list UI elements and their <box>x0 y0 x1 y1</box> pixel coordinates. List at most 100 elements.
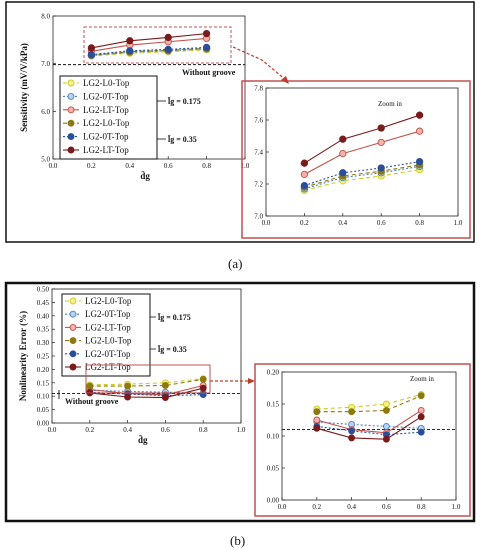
b_zoom-point-2-3 <box>417 406 425 414</box>
b_main-xtick-label: 0.6 <box>161 426 170 434</box>
b_zoom-point-5-1 <box>348 434 356 442</box>
a_zoom-xtick-label: 0.4 <box>338 219 347 227</box>
a_zoom-xtick-label: 0.0 <box>262 219 271 227</box>
a_zoom-xtick-label: 1.0 <box>454 219 463 227</box>
panel-b-zoom-region <box>85 364 211 394</box>
b_main-ytick-label: 0.05 <box>37 406 50 414</box>
a_main-ylabel: Sensitivity (mV/V/kPa) <box>19 43 29 132</box>
b_main-series-line-1 <box>89 389 204 394</box>
panel-b-group-label-2: l̄g = 0.35 <box>157 345 187 354</box>
b_zoom-point-5-2 <box>382 435 390 443</box>
b_zoom-xtick-label: 0.8 <box>417 503 426 511</box>
legend_b-swatch-marker-5 <box>69 363 77 371</box>
a_zoom-series-line-1 <box>304 165 420 190</box>
legend_a-entry-2: LG2-LT-Top <box>83 105 129 115</box>
b_zoom-point-3-1 <box>348 408 356 416</box>
b_main-series-line-4 <box>89 391 204 397</box>
panel-a-zoom-chart: 0.0 0.2 0.4 0.6 0.8 1.0 7.0 7.2 7.4 7.6 7.8 <box>254 85 463 228</box>
b_zoom-point-2-0 <box>313 416 321 424</box>
b_main-ytick-label: 0.15 <box>37 379 50 387</box>
a_zoom-point-5-1 <box>339 135 347 143</box>
panel-a-main-chart: 0.0 0.2 0.4 0.6 0.8 1.0 5.0 6.0 7.0 8.0 d̄g Sensiti… <box>19 13 250 182</box>
b_zoom-point-0-2 <box>382 400 390 408</box>
b_main-ytick-label: 0.25 <box>37 353 50 361</box>
panel-a-zoom-region <box>83 26 232 64</box>
panel-b-zoom-chart: 0.0 0.2 0.4 0.6 0.8 1.0 0.00 0.05 0.10 0.15 0.20 <box>267 369 461 512</box>
legend_a-swatch-marker-3 <box>67 119 75 127</box>
legend_b-entry-5: LG2-LT-Top <box>85 362 131 372</box>
a_main-point-4-2 <box>164 45 172 54</box>
panel-b-frame <box>4 281 476 523</box>
b_main-ytick-label: 0.35 <box>37 326 50 334</box>
a_zoom-xtick-label: 0.2 <box>300 219 309 227</box>
a_zoom-point-2-2 <box>377 138 385 147</box>
a_zoom-series-line-0 <box>304 169 420 191</box>
a_zoom-point-5-0 <box>300 159 309 167</box>
b_zoom-xtick-label: 0.2 <box>312 503 321 511</box>
panel-b-zoom-arrowhead <box>248 378 255 384</box>
b_zoom-series-line-1 <box>316 421 422 429</box>
a_main-point-5-2 <box>164 33 172 42</box>
b_zoom-xtick-label: 0.6 <box>382 503 391 511</box>
panel-b-zoom-frame <box>254 363 471 517</box>
panel-a-zoom-arrow <box>232 46 288 82</box>
b_main-xlabel: d̄g <box>138 435 148 445</box>
a_main-xlabel: d̄g <box>140 171 150 181</box>
a_zoom-ytick-label: 7.6 <box>254 117 263 125</box>
b_zoom-series-line-4 <box>316 425 422 436</box>
legend_b-entry-2: LG2-LT-Top <box>85 322 131 332</box>
b_zoom-point-3-3 <box>417 392 425 400</box>
b_main-point-3-2 <box>161 382 169 389</box>
b_zoom-xtick-label: 1.0 <box>452 503 461 511</box>
legend_b-swatch-marker-1 <box>69 310 77 318</box>
panel-b-legend: LG2-L0-Top LG2-0T-Top LG2-LT-Top LG2-L0-Top… <box>61 293 156 377</box>
panel-b-zoom-label: Zoom in <box>410 375 434 383</box>
b_main-ytick-label: 0.30 <box>37 339 50 347</box>
a_zoom-plot-area <box>265 87 459 217</box>
panel-a-zoom-arrowhead <box>281 76 289 84</box>
legend_a-entry-3: LG2-L0-Top <box>83 118 130 128</box>
legend_a-swatch-marker-4 <box>67 133 75 141</box>
legend_a-swatch-marker-5 <box>67 146 75 154</box>
b_zoom-ytick-label: 0.10 <box>267 433 280 441</box>
b_main-xtick-label: 0.8 <box>199 426 208 434</box>
b_main-xtick-label: 0.0 <box>48 426 57 434</box>
a_zoom-series-line-5 <box>304 114 420 164</box>
b_main-point-5-3 <box>199 384 207 392</box>
legend_b-swatch-marker-4 <box>69 350 77 358</box>
legend_b-entry-0: LG2-L0-Top <box>85 296 132 306</box>
b_main-series-line-0 <box>89 378 204 386</box>
panel-b-group-label-1: l̄g = 0.175 <box>157 313 191 322</box>
b_zoom-xtick-label: 0.0 <box>278 503 287 511</box>
a_main-series-line-4 <box>91 46 207 56</box>
panel-a-frame <box>5 1 475 243</box>
a_main-ytick-label: 7.0 <box>41 60 50 68</box>
b_zoom-point-3-2 <box>382 406 390 414</box>
a_zoom-point-4-0 <box>300 181 309 190</box>
legend_a-entry-5: LG2-LT-Top <box>83 145 129 155</box>
b_main-series-line-3 <box>89 378 204 387</box>
a_zoom-point-4-1 <box>339 169 347 177</box>
a_zoom-point-2-0 <box>300 170 309 179</box>
a_zoom-point-5-2 <box>377 124 385 132</box>
a_main-ytick-label: 6.0 <box>41 108 50 116</box>
a_main-point-5-1 <box>126 37 134 45</box>
legend_b-entry-1: LG2-0T-Top <box>85 309 131 319</box>
legend_b-entry-4: LG2-0T-Top <box>85 349 131 359</box>
b_zoom-point-5-3 <box>417 413 425 421</box>
a_main-xtick-label: 0.8 <box>202 162 211 170</box>
b_main-point-3-3 <box>199 375 207 383</box>
a_main-point-5-0 <box>87 44 96 52</box>
legend_b-entry-3: LG2-L0-Top <box>85 336 132 346</box>
a_zoom-point-4-3 <box>415 157 424 166</box>
b_main-ytick-label: 0.50 <box>37 286 50 294</box>
a_zoom-ytick-label: 7.4 <box>254 149 263 157</box>
a_main-series-line-2 <box>91 37 207 52</box>
a_zoom-point-4-2 <box>377 164 385 172</box>
a_main-xtick-label: 0.6 <box>164 162 173 170</box>
legend_a-swatch-marker-2 <box>67 106 75 114</box>
panel-a-caption: (a) <box>228 256 242 271</box>
b_main-point-4-3 <box>199 391 207 399</box>
b_main-ytick-label: 0.10 <box>37 393 50 401</box>
